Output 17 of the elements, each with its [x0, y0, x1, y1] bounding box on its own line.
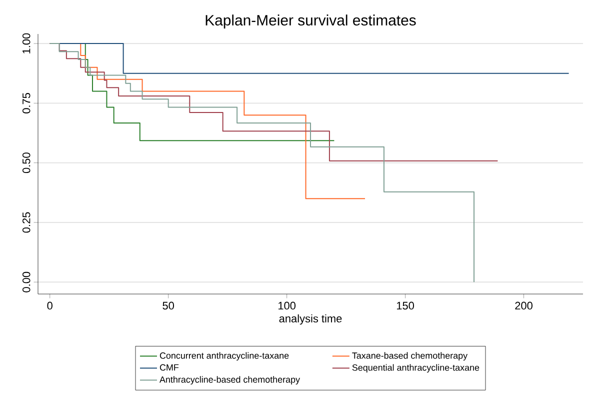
x-tick-label: 50: [162, 302, 174, 310]
legend-label: Concurrent anthracycline-taxane: [160, 352, 289, 361]
legend-label: Taxane-based chemotherapy: [352, 352, 468, 361]
x-tick-label: 0: [47, 302, 52, 310]
x-axis-title: analysis time: [279, 314, 342, 325]
y-tick-label: 0.00: [22, 272, 30, 292]
legend-label: Anthracycline-based chemotherapy: [160, 376, 300, 384]
x-tick-label: 150: [396, 302, 414, 310]
chart-title: Kaplan-Meier survival estimates: [206, 14, 416, 28]
y-tick-label: 1.00: [22, 33, 30, 54]
y-tick-label: 0.50: [22, 152, 30, 174]
y-tick-label: 0.75: [22, 92, 30, 114]
x-tick-label: 200: [515, 302, 532, 310]
y-tick-label: 0.25: [22, 212, 30, 233]
legend-label: Sequential anthracycline-taxane: [352, 364, 480, 373]
legend-label: CMF: [160, 364, 179, 371]
x-tick-label: 100: [278, 302, 296, 310]
